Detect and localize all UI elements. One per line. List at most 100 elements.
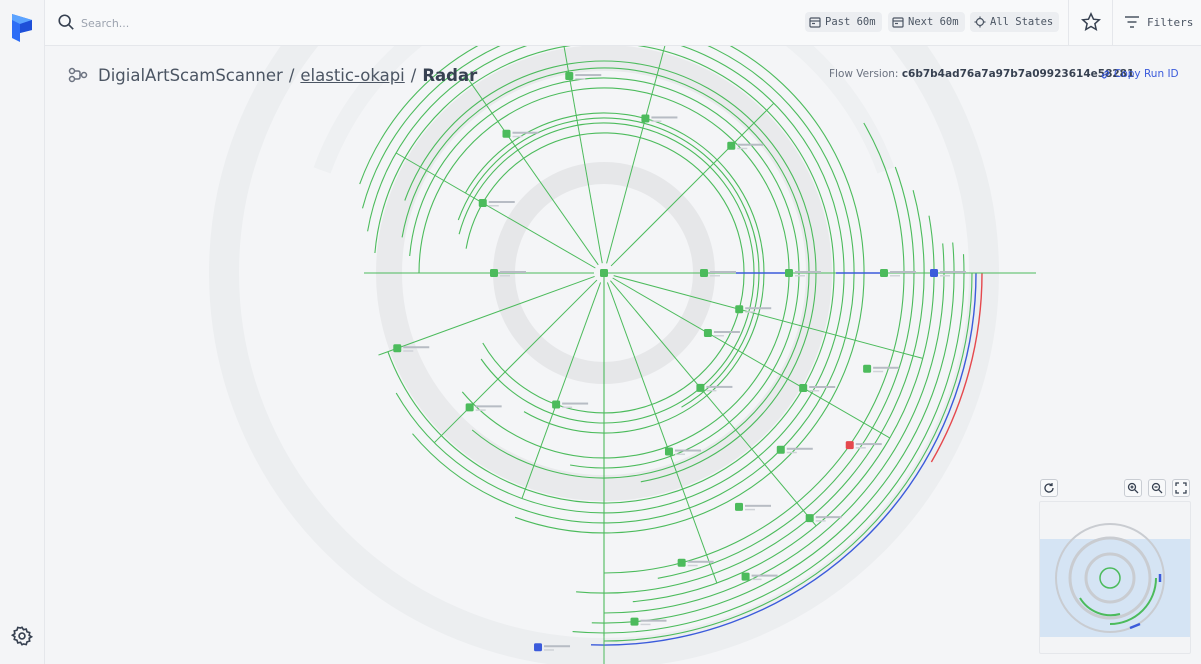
task-node-sublabel xyxy=(674,453,685,456)
task-node-sublabel xyxy=(745,508,755,511)
dependency-arc xyxy=(632,215,935,603)
minimap-running xyxy=(1129,622,1141,630)
task-node-label xyxy=(815,516,842,519)
task-node xyxy=(741,572,750,581)
dependency-edge xyxy=(610,102,775,267)
gear-icon[interactable] xyxy=(11,625,33,647)
reset-view-button[interactable] xyxy=(1040,479,1058,497)
filter-icon xyxy=(1125,16,1139,28)
dependency-arc xyxy=(572,254,965,634)
dependency-edge xyxy=(606,282,718,584)
task-node-label xyxy=(855,443,882,446)
task-node xyxy=(490,269,498,277)
minimap-graph xyxy=(1040,523,1190,637)
task-node-label xyxy=(713,331,740,333)
filters-button[interactable]: Filters xyxy=(1125,12,1193,32)
task-node-label xyxy=(687,560,714,563)
radar-graph[interactable] xyxy=(46,46,1201,664)
task-node-label xyxy=(488,201,515,203)
dependency-edge xyxy=(606,46,666,264)
task-node-sublabel xyxy=(562,406,573,409)
task-node xyxy=(845,441,854,450)
minimap-ring xyxy=(1084,552,1136,604)
minimap[interactable] xyxy=(1039,501,1191,654)
zoom-out-icon xyxy=(1151,482,1163,494)
task-node-label xyxy=(795,271,821,273)
task-node-label xyxy=(674,449,701,452)
target-icon xyxy=(974,16,986,28)
prefect-logo-icon[interactable] xyxy=(12,14,32,42)
task-node xyxy=(641,114,650,123)
dependency-arc xyxy=(576,190,925,594)
copy-run-label: Copy Run ID xyxy=(1114,68,1179,80)
task-node xyxy=(863,364,872,373)
task-node-label xyxy=(786,447,813,450)
task-node-label xyxy=(710,271,736,273)
failed-edge xyxy=(930,272,983,463)
dependency-edge xyxy=(433,279,598,444)
task-node-label xyxy=(512,131,539,134)
dependency-edge xyxy=(378,275,595,356)
task-node xyxy=(703,329,712,337)
dependency-arc xyxy=(464,112,765,434)
dependency-arc xyxy=(359,46,865,534)
chip-label: Past 60m xyxy=(825,16,876,28)
task-node xyxy=(552,400,561,409)
task-node-label xyxy=(940,271,966,273)
task-node-sublabel xyxy=(713,335,724,337)
task-node xyxy=(776,445,785,454)
task-node xyxy=(735,305,744,314)
zoom-out-button[interactable] xyxy=(1148,479,1166,497)
task-node-label xyxy=(544,645,571,648)
task-node-label xyxy=(640,619,667,622)
top-bar: Past 60m Next 60m All States Filters xyxy=(45,0,1201,46)
task-node xyxy=(696,383,705,392)
past-60m-chip[interactable]: Past 60m xyxy=(805,12,882,32)
chip-label: All States xyxy=(990,16,1054,28)
task-node-sublabel xyxy=(737,147,748,150)
dependency-arc xyxy=(367,46,845,514)
task-node xyxy=(785,269,793,277)
task-node xyxy=(799,384,808,392)
task-node-sublabel xyxy=(488,205,499,207)
refresh-icon xyxy=(1044,483,1054,493)
star-icon[interactable] xyxy=(1081,12,1101,32)
task-node-sublabel xyxy=(795,275,805,277)
dependency-arc xyxy=(374,46,835,504)
calendar-icon xyxy=(892,17,904,28)
task-node-sublabel xyxy=(809,390,820,392)
task-node xyxy=(478,199,487,207)
minimap-ring xyxy=(1068,536,1152,620)
breadcrumb-flow[interactable]: DigialArtScamScanner xyxy=(98,65,283,85)
task-node xyxy=(930,269,938,277)
task-node-sublabel xyxy=(687,564,698,567)
copy-run-id-button[interactable]: Copy Run ID xyxy=(1100,68,1179,80)
breadcrumb-run[interactable]: elastic-okapi xyxy=(300,65,405,85)
task-node xyxy=(880,269,888,277)
task-node-sublabel xyxy=(873,370,884,373)
task-node-label xyxy=(751,574,778,577)
task-node-sublabel xyxy=(940,275,950,277)
running-edge xyxy=(590,272,977,646)
task-node xyxy=(700,269,708,277)
task-node-sublabel xyxy=(640,623,651,626)
task-node xyxy=(565,72,574,81)
radar-canvas[interactable] xyxy=(46,46,1201,664)
task-node xyxy=(727,141,736,150)
task-node-label xyxy=(873,366,900,369)
task-node xyxy=(805,514,814,523)
all-states-chip[interactable]: All States xyxy=(970,12,1060,32)
task-node-label xyxy=(706,385,733,388)
task-node-label xyxy=(890,271,916,273)
next-60m-chip[interactable]: Next 60m xyxy=(888,12,965,32)
zoom-in-button[interactable] xyxy=(1124,479,1142,497)
flow-icon xyxy=(68,67,88,83)
dependency-arc xyxy=(457,117,760,408)
flow-version-value: c6b7b4ad76a7a97b7a09923614e58281 xyxy=(901,68,1135,80)
filters-label: Filters xyxy=(1147,15,1194,29)
root-node xyxy=(600,269,608,277)
search-input[interactable] xyxy=(81,12,381,34)
task-node-sublabel xyxy=(575,78,586,80)
fullscreen-button[interactable] xyxy=(1172,479,1190,497)
task-node-sublabel xyxy=(815,520,826,522)
